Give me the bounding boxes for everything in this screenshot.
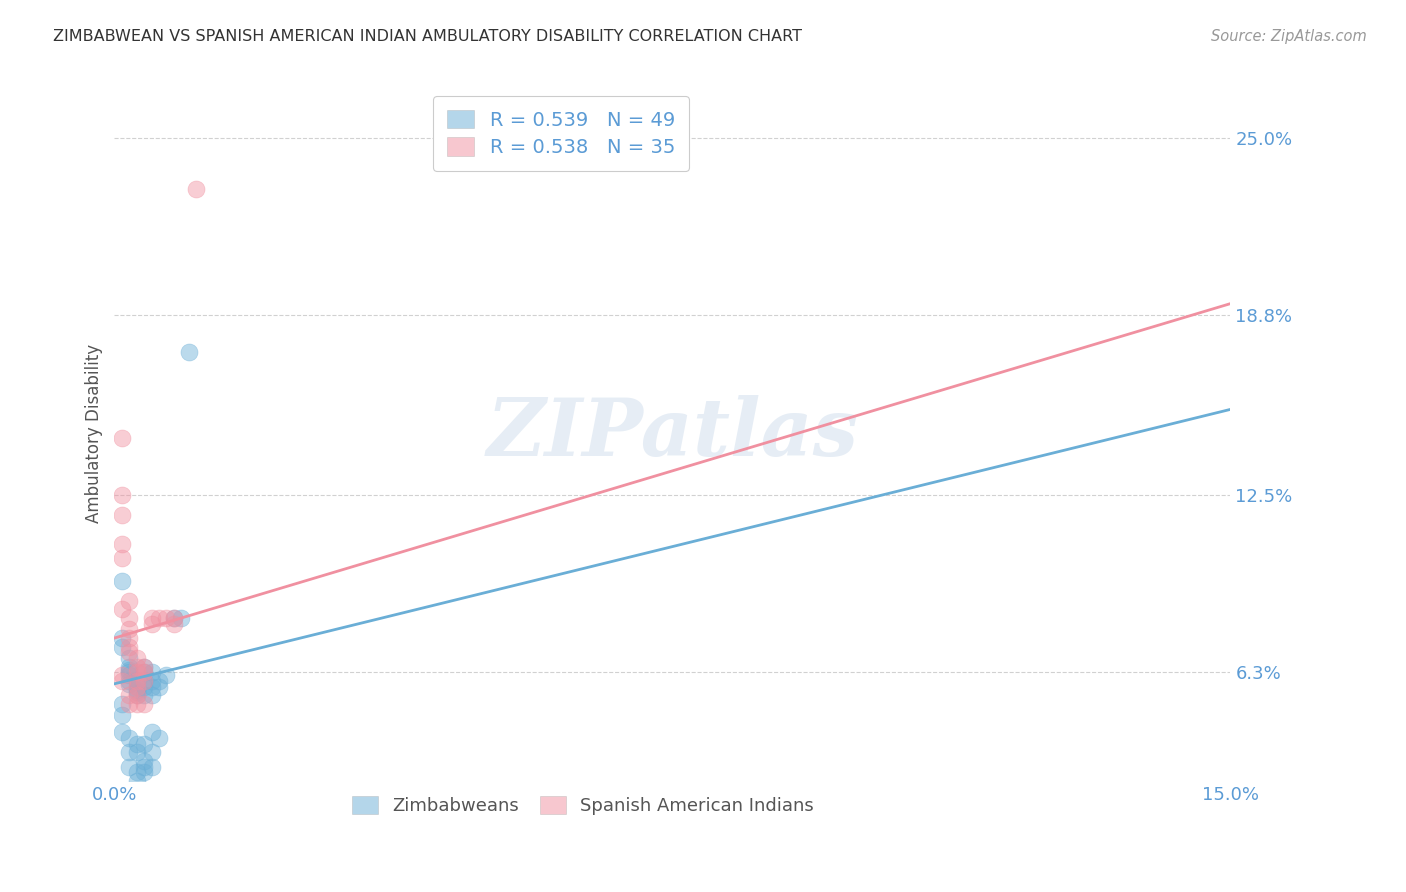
Point (125, 665, 148, 680)
Point (111, 631, 134, 645)
Point (111, 668, 134, 682)
Point (155, 668, 177, 682)
Point (125, 765, 148, 780)
Point (118, 731, 141, 745)
Point (111, 488, 134, 502)
Point (118, 640, 141, 654)
Point (118, 659, 141, 673)
Point (125, 673, 148, 688)
Point (134, 665, 156, 680)
Point (111, 640, 134, 654)
Point (163, 616, 186, 631)
Point (148, 673, 170, 688)
Point (134, 673, 156, 688)
Point (148, 611, 170, 625)
Point (111, 725, 134, 739)
Point (134, 680, 156, 694)
Point (118, 668, 141, 682)
Point (134, 665, 156, 680)
Point (141, 673, 163, 688)
Point (118, 663, 141, 677)
Point (134, 659, 156, 673)
Point (118, 665, 141, 680)
Point (141, 725, 163, 739)
Point (111, 551, 134, 566)
Point (118, 651, 141, 665)
Point (118, 631, 141, 645)
Point (118, 645, 141, 659)
Point (125, 680, 148, 694)
Point (118, 623, 141, 637)
Point (125, 659, 148, 673)
Point (125, 774, 148, 789)
Point (125, 737, 148, 751)
Point (125, 685, 148, 699)
Point (125, 688, 148, 702)
Point (111, 508, 134, 523)
Point (134, 688, 156, 702)
Point (125, 651, 148, 665)
Text: ZIPatlas: ZIPatlas (486, 395, 859, 473)
Point (141, 665, 163, 680)
Point (118, 760, 141, 774)
Point (118, 594, 141, 608)
Text: ZIMBABWEAN VS SPANISH AMERICAN INDIAN AMBULATORY DISABILITY CORRELATION CHART: ZIMBABWEAN VS SPANISH AMERICAN INDIAN AM… (53, 29, 803, 44)
Point (186, 182, 208, 196)
Point (125, 682, 148, 697)
Point (118, 611, 141, 625)
Point (148, 731, 170, 745)
Point (111, 673, 134, 688)
Point (141, 688, 163, 702)
Point (125, 697, 148, 711)
Point (111, 831, 134, 846)
Point (134, 737, 156, 751)
Point (134, 673, 156, 688)
Point (134, 754, 156, 768)
Point (111, 602, 134, 616)
Y-axis label: Ambulatory Disability: Ambulatory Disability (86, 344, 103, 524)
Point (111, 574, 134, 588)
Point (125, 746, 148, 760)
Point (163, 611, 186, 625)
Point (125, 688, 148, 702)
Point (134, 697, 156, 711)
Point (141, 616, 163, 631)
Point (118, 688, 141, 702)
Text: Source: ZipAtlas.com: Source: ZipAtlas.com (1211, 29, 1367, 44)
Point (118, 677, 141, 691)
Point (125, 673, 148, 688)
Point (141, 680, 163, 694)
Point (141, 611, 163, 625)
Point (141, 760, 163, 774)
Point (111, 708, 134, 723)
Point (111, 431, 134, 445)
Point (111, 537, 134, 551)
Point (134, 765, 156, 780)
Point (118, 697, 141, 711)
Point (125, 680, 148, 694)
Point (141, 746, 163, 760)
Point (134, 760, 156, 774)
Point (118, 673, 141, 688)
Point (134, 659, 156, 673)
Point (155, 611, 177, 625)
Legend: Zimbabweans, Spanish American Indians: Zimbabweans, Spanish American Indians (343, 788, 823, 824)
Point (118, 746, 141, 760)
Point (111, 697, 134, 711)
Point (177, 345, 200, 359)
Point (163, 611, 186, 625)
Point (170, 611, 193, 625)
Point (148, 680, 170, 694)
